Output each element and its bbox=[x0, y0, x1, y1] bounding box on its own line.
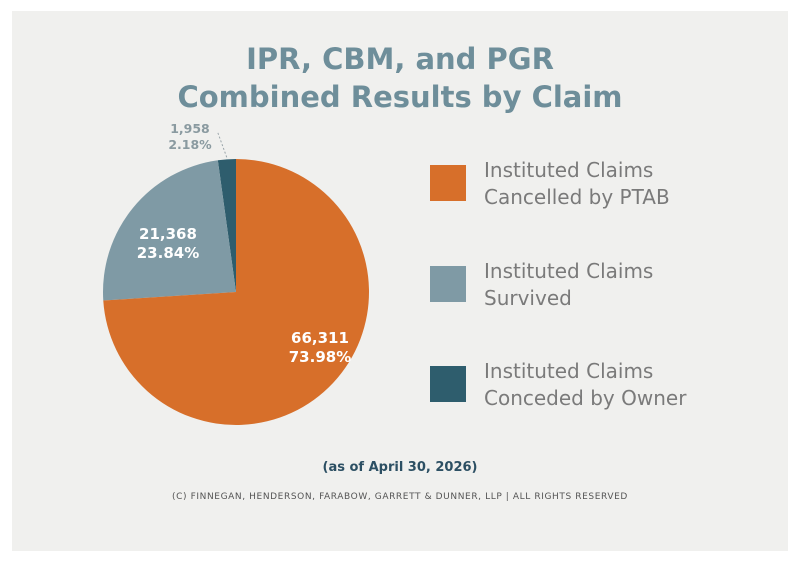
legend-label-conceded: Instituted Claims Conceded by Owner bbox=[484, 358, 774, 412]
legend-label-survived-line-1: Instituted Claims bbox=[484, 259, 654, 283]
pie-slice-cancelled bbox=[103, 159, 369, 426]
slice-percent-cancelled: 73.98% bbox=[288, 348, 352, 366]
slice-value-cancelled: 66,311 bbox=[291, 329, 349, 347]
legend-label-survived-line-2: Survived bbox=[484, 286, 572, 310]
legend-swatch-survived bbox=[430, 266, 466, 302]
small-slice-leader-line bbox=[216, 131, 228, 158]
slice-value-survived: 21,368 bbox=[139, 225, 197, 243]
legend-label-conceded-line-1: Instituted Claims bbox=[484, 359, 654, 383]
copyright-notice: (C) FINNEGAN, HENDERSON, FARABOW, GARRET… bbox=[172, 492, 628, 502]
legend-label-survived: Instituted Claims Survived bbox=[484, 258, 774, 312]
legend-label-conceded-line-2: Conceded by Owner bbox=[484, 386, 687, 410]
legend-label-cancelled-line-2: Cancelled by PTAB bbox=[484, 185, 670, 209]
chart-title-line-1: IPR, CBM, and PGR bbox=[246, 42, 554, 76]
slice-label-survived: 21,368 23.84% bbox=[118, 225, 218, 263]
slice-label-conceded: 1,958 2.18% bbox=[160, 121, 220, 153]
slice-percent-survived: 23.84% bbox=[136, 244, 200, 262]
legend-label-cancelled-line-1: Instituted Claims bbox=[484, 158, 654, 182]
legend-label-cancelled: Instituted Claims Cancelled by PTAB bbox=[484, 157, 774, 211]
slice-value-conceded: 1,958 bbox=[170, 121, 210, 136]
chart-title-line-2: Combined Results by Claim bbox=[177, 80, 623, 114]
slice-percent-conceded: 2.18% bbox=[168, 137, 212, 152]
pie-slice-survived bbox=[103, 160, 237, 301]
legend-swatch-cancelled bbox=[430, 165, 466, 201]
slice-label-cancelled: 66,311 73.98% bbox=[270, 329, 370, 367]
legend-swatch-conceded bbox=[430, 366, 466, 402]
as-of-date: (as of April 30, 2026) bbox=[322, 460, 478, 475]
pie-slice-conceded bbox=[217, 159, 236, 292]
